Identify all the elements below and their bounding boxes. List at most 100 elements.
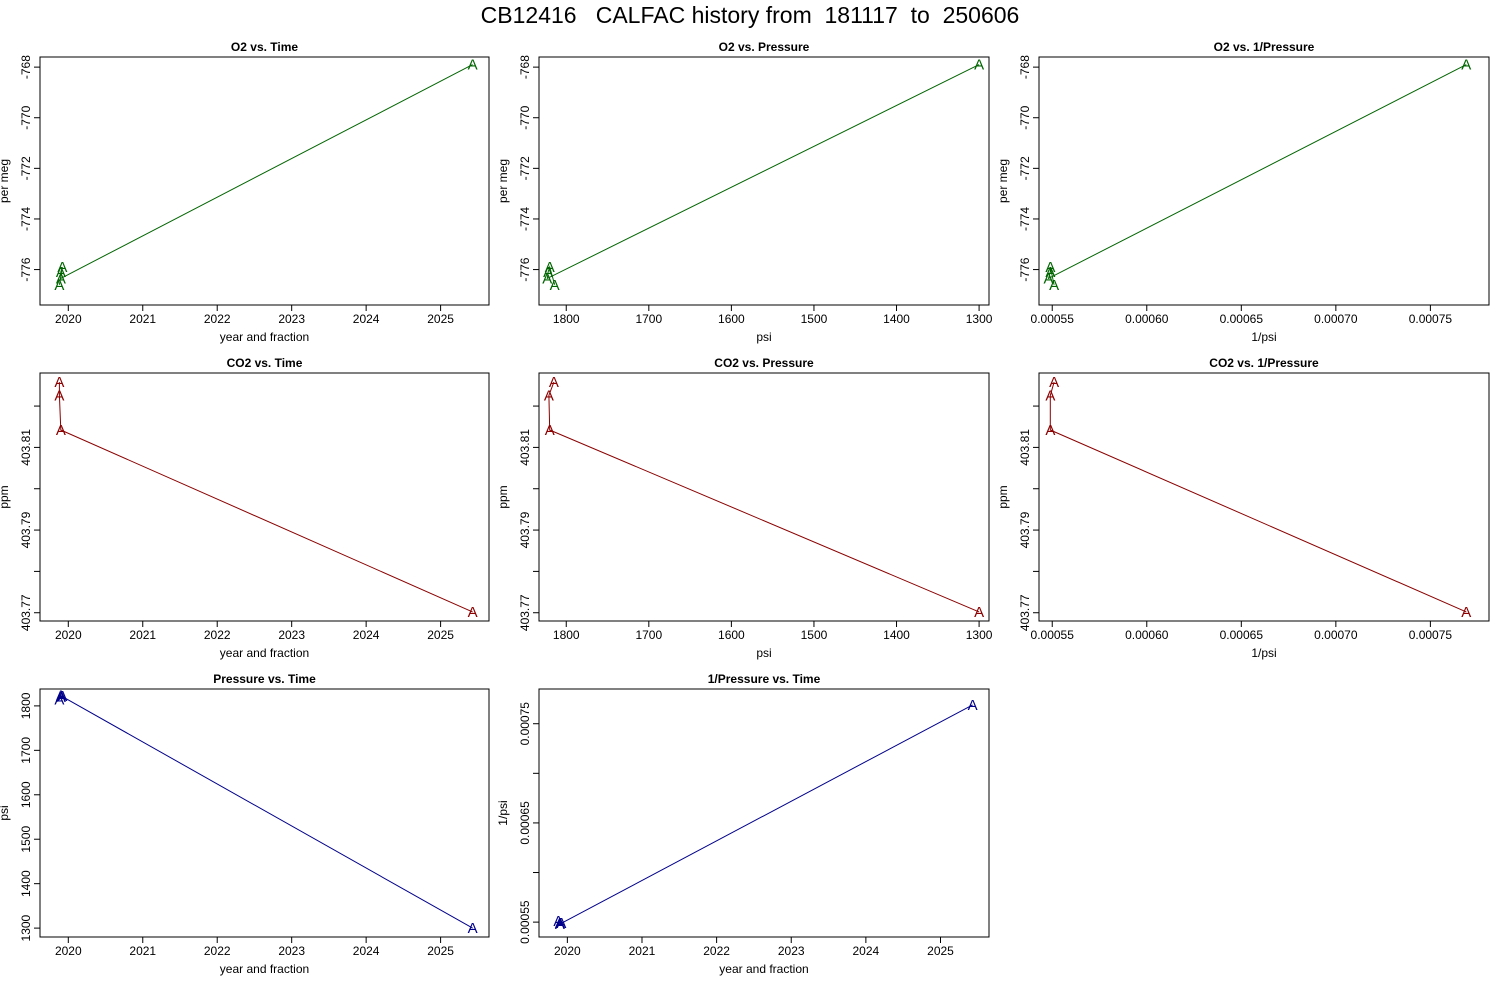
y-axis-label: per meg [496,159,510,203]
series-line [58,382,473,613]
data-point-marker: A [54,374,64,391]
data-point-marker: A [1049,374,1059,391]
y-axis-label: ppm [0,485,11,508]
data-point-marker: A [1049,277,1059,294]
y-tick-label: -772 [518,156,532,180]
x-tick-label: 2022 [204,628,231,642]
x-tick-label: 2020 [55,944,82,958]
x-tick-label: 1800 [553,628,580,642]
x-axis-label: psi [756,646,771,660]
y-tick-label: -774 [518,207,532,231]
data-point-marker: A [1461,604,1471,621]
x-tick-label: 1500 [801,312,828,326]
y-axis-label: 1/psi [496,800,510,825]
y-tick-label: 403.79 [19,511,33,548]
x-tick-label: 0.00055 [1031,312,1075,326]
data-point-marker: A [54,692,64,709]
data-point-marker: A [968,697,978,714]
data-point-marker: A [468,604,478,621]
y-axis-label: per meg [0,159,11,203]
data-point-marker: A [542,270,552,287]
y-tick-label: 403.79 [1018,511,1032,548]
y-tick-label: 0.00075 [518,702,532,746]
data-point-marker: A [56,270,66,287]
x-axis-label: 1/psi [1251,330,1276,344]
x-tick-label: 0.00075 [1409,628,1453,642]
data-point-marker: A [57,688,67,705]
data-point-marker: A [468,57,478,74]
x-axis-label: year and fraction [220,646,309,660]
x-tick-label: 2023 [278,312,305,326]
y-tick-label: -768 [518,55,532,79]
x-tick-label: 0.00060 [1125,628,1169,642]
data-point-marker: A [56,264,66,281]
x-tick-label: 2021 [129,628,156,642]
x-tick-label: 0.00070 [1314,628,1358,642]
series-line [546,64,980,285]
y-axis-label: psi [0,805,11,820]
series-line [1049,381,1467,613]
y-tick-label: -770 [1018,105,1032,129]
data-point-marker: A [974,57,984,74]
page-title: CB12416 CALFAC history from 181117 to 25… [480,2,1020,28]
y-tick-label: 403.81 [1018,429,1032,466]
x-tick-label: 1700 [635,312,662,326]
data-point-marker: A [56,688,66,705]
plot-frame [538,372,990,622]
panel-title: Pressure vs. Time [213,672,316,686]
chart-panel-3: O2 vs. 1/Pressure 0.00055 0.00060 0.00065 0.… [996,40,1490,344]
x-tick-label: 0.00055 [1031,628,1075,642]
x-tick-label: 2024 [853,944,880,958]
data-point-marker: A [1045,387,1055,404]
x-tick-label: 1500 [801,628,828,642]
y-axis-label: ppm [496,485,510,508]
y-tick-label: 403.77 [19,594,33,631]
data-point-marker: A [555,916,565,933]
y-tick-label: -770 [19,105,33,129]
x-tick-label: 2021 [629,944,656,958]
x-tick-label: 0.00060 [1125,312,1169,326]
data-point-marker: A [56,689,66,706]
data-point-marker: A [1043,270,1053,287]
x-axis-label: year and fraction [220,962,309,976]
x-tick-label: 2022 [204,312,231,326]
y-tick-label: 1400 [19,870,33,897]
chart-panel-7: Pressure vs. Time 2020 2021 2022 2023 2024 202… [0,672,490,976]
data-point-marker: A [1045,259,1055,276]
chart-panel-1: O2 vs. Time 2020 2021 2022 2023 2024 2025 -776 -… [0,40,490,344]
x-tick-label: 1400 [883,628,910,642]
x-tick-label: 2023 [778,944,805,958]
x-tick-label: 2025 [427,628,454,642]
x-tick-label: 1800 [553,312,580,326]
data-point-marker: A [54,277,64,294]
chart-panel-4: CO2 vs. Time 2020 2021 2022 2023 2024 2025 403.… [0,356,490,660]
plot-frame [538,56,990,306]
y-tick-label: -776 [1018,257,1032,281]
series-line [1047,64,1467,285]
y-tick-label: 403.81 [518,429,532,466]
data-point-marker: A [545,259,555,276]
x-tick-label: 2020 [55,628,82,642]
y-tick-label: -768 [19,55,33,79]
x-tick-label: 2023 [278,944,305,958]
y-tick-label: -776 [19,257,33,281]
y-tick-label: -768 [1018,55,1032,79]
panel-title: CO2 vs. Time [227,356,303,370]
data-point-marker: A [1045,422,1055,439]
x-tick-label: 2024 [353,628,380,642]
y-tick-label: 1800 [19,692,33,719]
x-tick-label: 2024 [353,312,380,326]
data-point-marker: A [57,259,67,276]
y-tick-label: 1300 [19,914,33,941]
y-axis-label: ppm [996,485,1010,508]
panel-title: 1/Pressure vs. Time [708,672,821,686]
data-point-marker: A [543,264,553,281]
data-point-marker: A [555,915,565,932]
x-tick-label: 0.00075 [1409,312,1453,326]
y-tick-label: -772 [1018,156,1032,180]
y-tick-label: 1500 [19,826,33,853]
x-tick-label: 1600 [718,628,745,642]
chart-panel-2: O2 vs. Pressure 1800 1700 1600 1500 1400 1300 -… [496,40,993,344]
x-axis-label: year and fraction [220,330,309,344]
